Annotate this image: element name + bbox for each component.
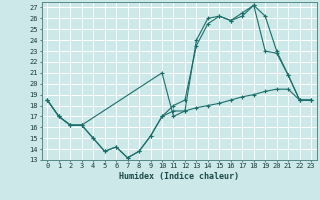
X-axis label: Humidex (Indice chaleur): Humidex (Indice chaleur)	[119, 172, 239, 181]
